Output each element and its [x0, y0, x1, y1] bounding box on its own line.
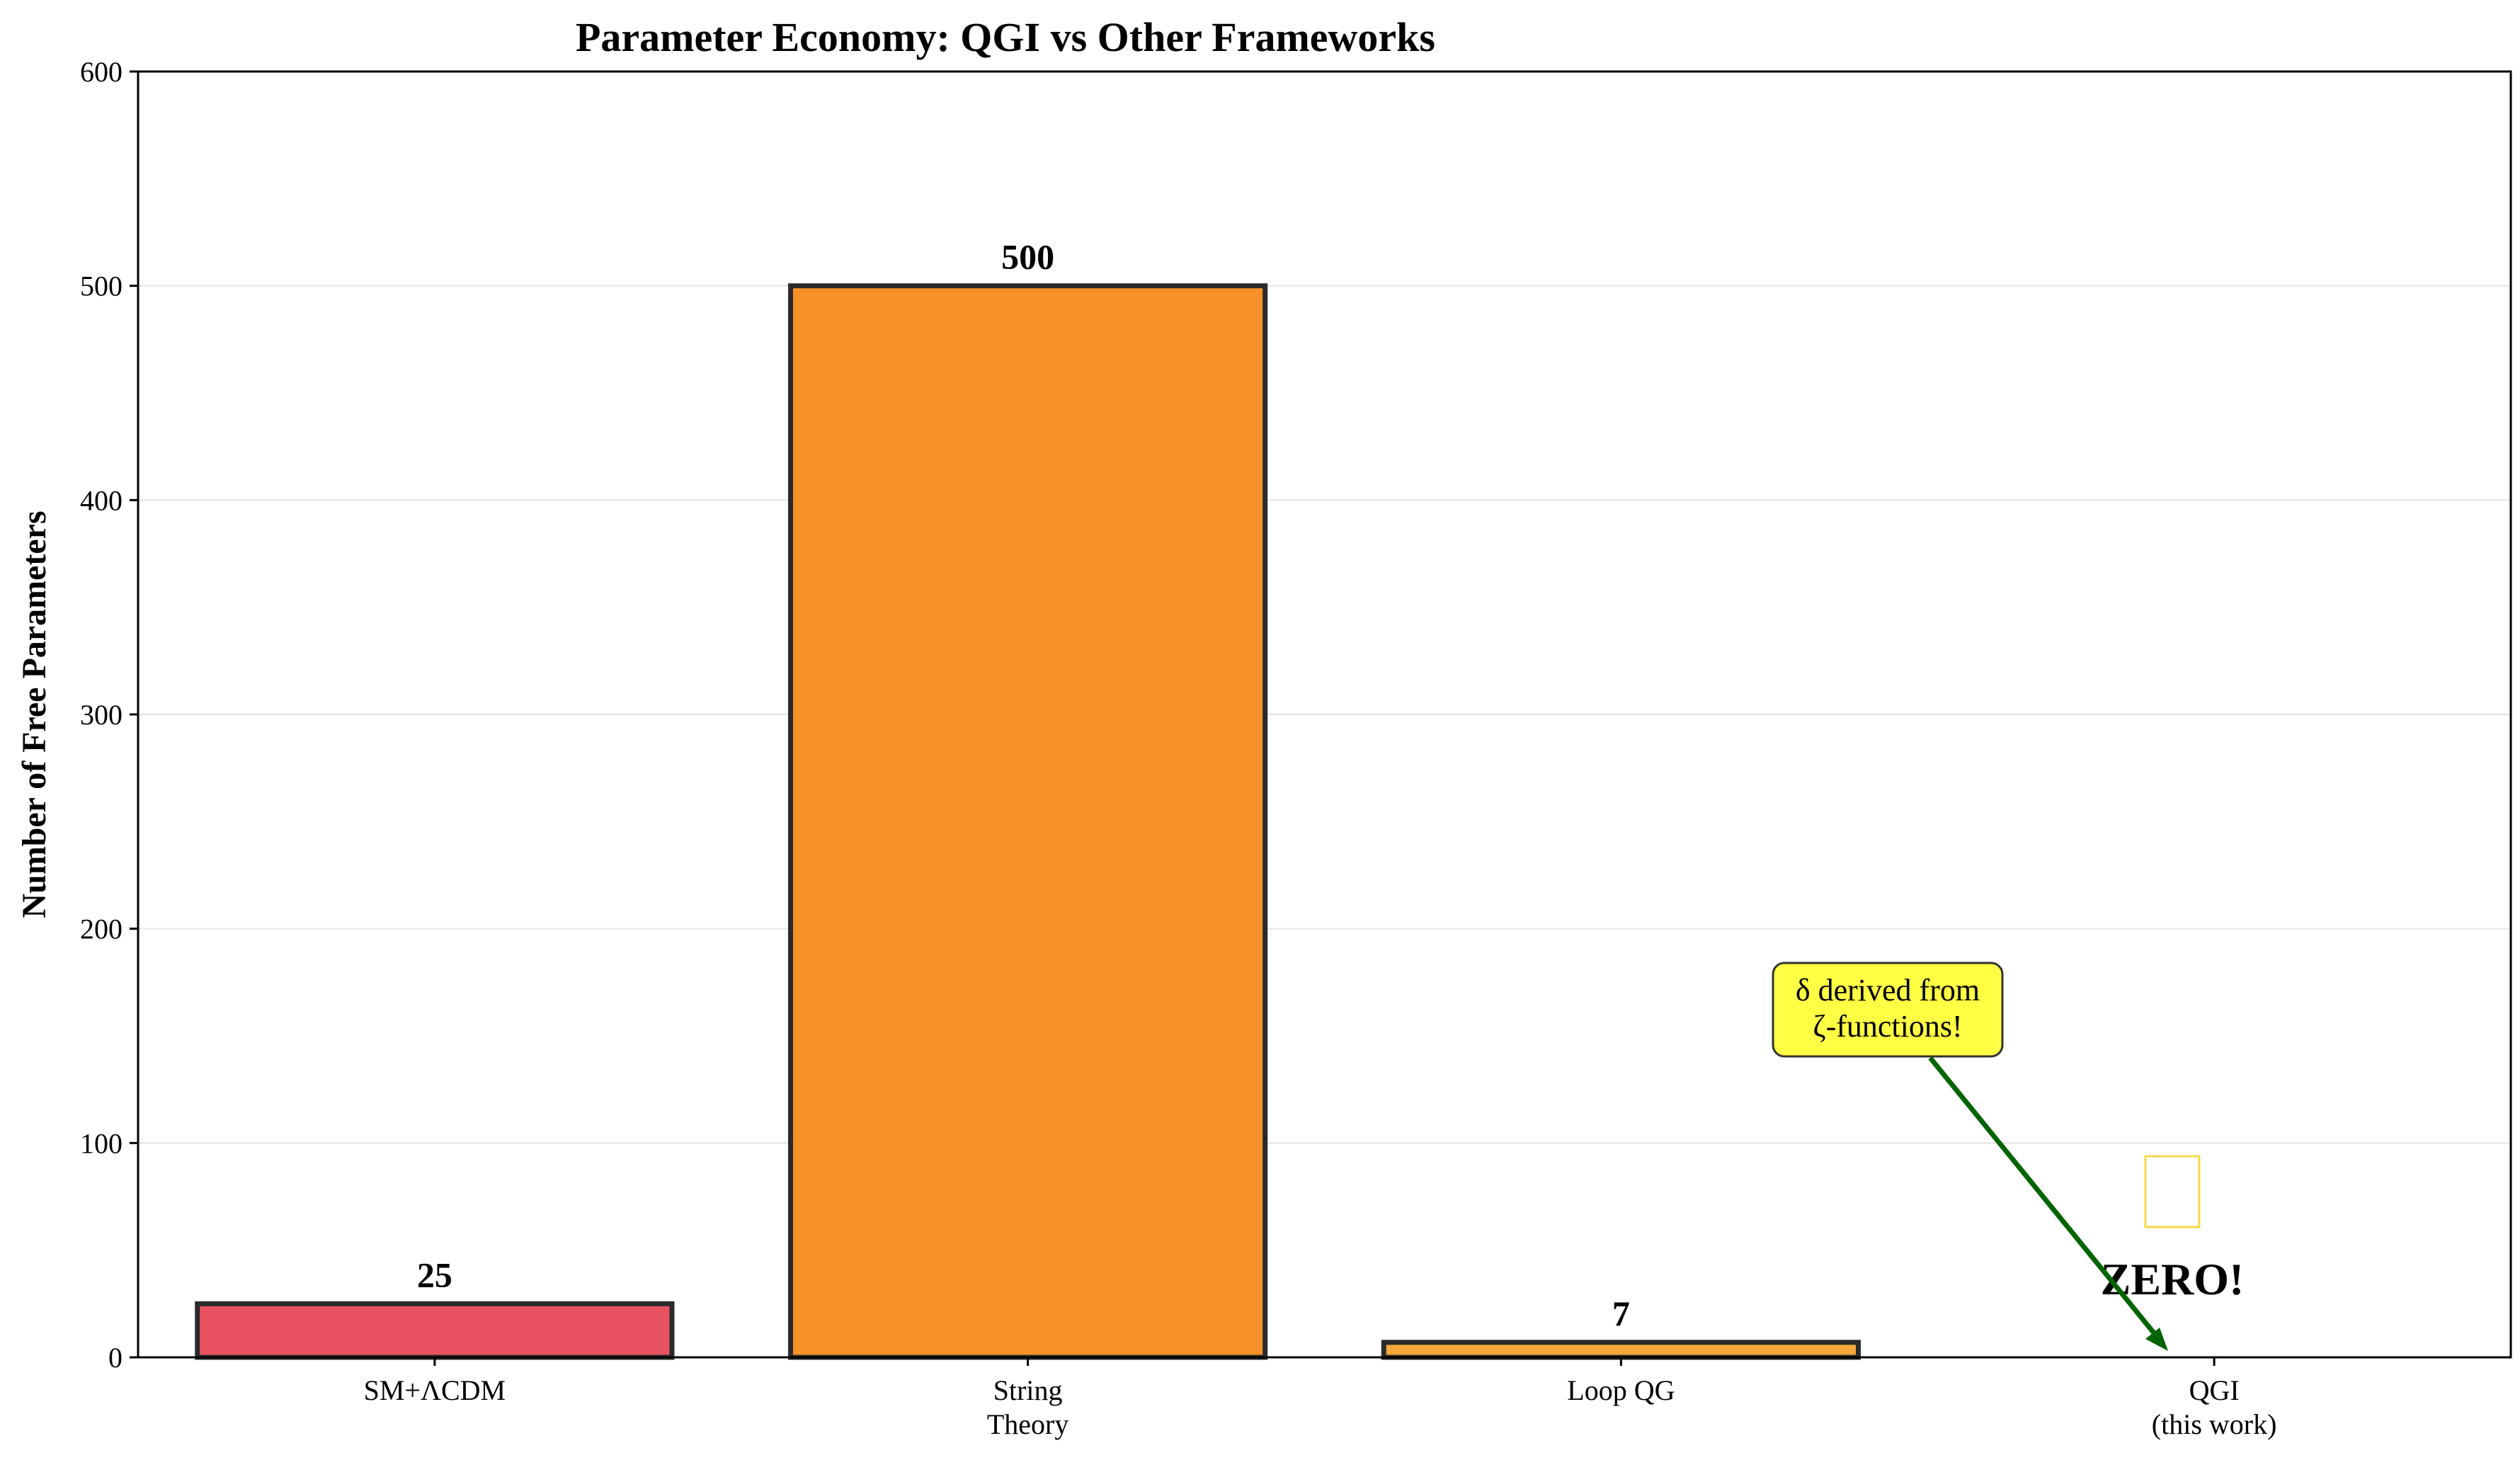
check-glyph-box — [2144, 1155, 2201, 1228]
y-axis-label: Number of Free Parameters — [16, 511, 53, 918]
annotations: ZERO! δ derived from ζ-functions! — [1772, 962, 2244, 1351]
x-tick-label: (this work) — [2152, 1408, 2277, 1440]
y-tick-label: 500 — [80, 270, 122, 302]
y-tick-label: 100 — [80, 1127, 122, 1159]
callout-arrow-shaft — [1928, 1056, 2160, 1340]
y-tick-label: 200 — [80, 913, 122, 945]
x-tick-label: Theory — [987, 1408, 1069, 1440]
callout-line-2: ζ-functions! — [1813, 1009, 1962, 1044]
y-tick-label: 300 — [80, 699, 122, 731]
callout-arrow-head — [2145, 1328, 2168, 1351]
x-tick-label: String — [993, 1374, 1063, 1406]
bar — [788, 283, 1268, 1360]
x-tick-label: Loop QG — [1567, 1374, 1675, 1406]
bar — [195, 1301, 675, 1360]
bar-value-label: 500 — [1001, 237, 1054, 277]
callout-box — [1772, 962, 2004, 1058]
y-tick-label: 0 — [108, 1342, 122, 1374]
bar-value-label: 7 — [1612, 1294, 1630, 1333]
x-tick-label: SM+ΛCDM — [364, 1374, 506, 1406]
bars — [195, 283, 1861, 1360]
x-tick-label: QGI — [2189, 1374, 2240, 1406]
bar-value-label: 25 — [417, 1255, 452, 1294]
bar — [1381, 1340, 1861, 1360]
chart-title: Parameter Economy: QGI vs Other Framewor… — [576, 14, 1435, 60]
y-tick-label: 600 — [80, 56, 122, 88]
y-tick-label: 400 — [80, 484, 122, 516]
bar-value-labels: 25 500 7 — [417, 237, 1630, 1333]
callout-line-1: δ derived from — [1796, 973, 1980, 1008]
gridlines — [138, 285, 2511, 1144]
